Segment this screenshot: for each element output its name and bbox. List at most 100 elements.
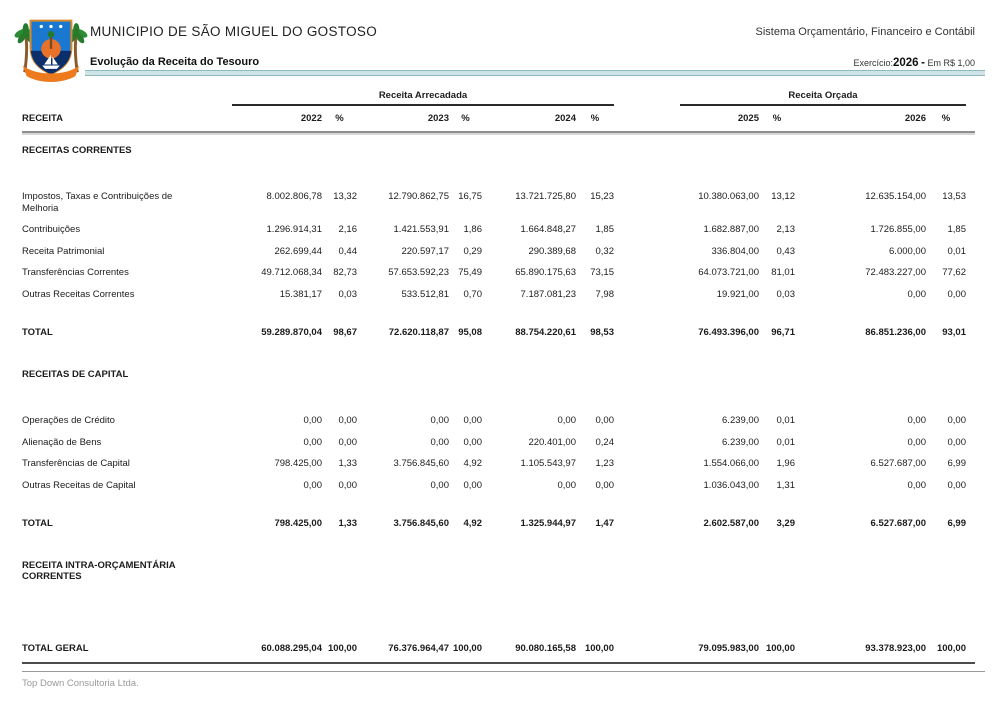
column-gap	[966, 284, 975, 294]
column-header-2025: 2025	[737, 113, 759, 124]
cell-value: 2,13	[776, 224, 796, 235]
cell-value: 0,01	[776, 415, 796, 426]
exercise-info: Exercício:2026 - Em R$ 1,00	[853, 57, 975, 69]
cell-value: 77,62	[942, 267, 966, 278]
column-gap	[966, 432, 975, 442]
cell-value: 1.105.543,97	[520, 458, 576, 469]
cell-value: 0,00	[463, 479, 483, 491]
cell-value: 0,00	[595, 415, 615, 426]
cell-value: 73,15	[590, 267, 614, 278]
table-row: Receita Patrimonial 262.699,44 0,44 220.597…	[22, 241, 975, 263]
cell-value: 12.790.862,75	[388, 191, 449, 202]
cell-value: 7.187.081,23	[520, 288, 576, 300]
cell-value: 76.376.964,47	[388, 642, 449, 654]
system-name: Sistema Orçamentário, Financeiro e Contá…	[755, 26, 975, 38]
cell-value: 100,00	[765, 642, 795, 654]
cell-value: 72.620.118,87	[388, 327, 449, 338]
cell-value: 1.554.066,00	[703, 458, 759, 469]
cell-value: 0,44	[338, 245, 358, 257]
cell-value: 95,08	[458, 327, 482, 338]
cell-value: 3,29	[776, 518, 796, 529]
cell-value: 96,71	[771, 327, 795, 338]
cell-value: 0,70	[463, 288, 483, 300]
total-label: TOTAL	[22, 518, 53, 529]
column-header-2026: 2026	[904, 113, 926, 124]
cell-value: 10.380.063,00	[698, 191, 759, 202]
cell-value: 13,12	[771, 191, 795, 202]
row-label: Receita Patrimonial	[22, 245, 105, 257]
cell-value: 1,33	[338, 518, 358, 529]
group-header-arrecadada: Receita Arrecadada	[232, 90, 614, 106]
section-gap	[22, 535, 975, 548]
header-divider	[85, 70, 985, 76]
column-gap	[614, 106, 680, 119]
cell-value: 1.682.887,00	[703, 224, 759, 235]
column-group-header-row: Receita Arrecadada Receita Orçada	[22, 90, 975, 106]
column-gap	[614, 322, 680, 332]
cell-value: 6.239,00	[722, 436, 759, 448]
table-body: RECEITAS CORRENTES Impostos, Taxas e Cont…	[22, 142, 975, 664]
cell-value: 262.699,44	[274, 245, 322, 257]
column-gap	[966, 322, 975, 332]
cell-value: 13,32	[333, 191, 357, 202]
cell-value: 4,92	[463, 458, 483, 469]
column-gap	[966, 638, 975, 648]
column-gap	[614, 219, 680, 229]
cell-value: 1.726.855,00	[870, 224, 926, 235]
row-label: Alienação de Bens	[22, 436, 102, 448]
column-header-2022: 2022	[300, 113, 322, 124]
cell-value: 15,23	[590, 191, 614, 202]
cell-value: 1,33	[338, 458, 358, 469]
row-label: Operações de Crédito	[22, 415, 115, 426]
cell-value: 6,99	[947, 518, 967, 529]
cell-value: 336.804,00	[711, 245, 759, 257]
cell-value: 75,49	[458, 267, 482, 278]
table-row: Transferências de Capital 798.425,00 1,33 3…	[22, 453, 975, 475]
cell-value: 64.073.721,00	[698, 267, 759, 278]
table-row: Alienação de Bens 0,00 0,00 0,00 0,00 220.401…	[22, 432, 975, 454]
cell-value: 1,31	[776, 479, 796, 491]
column-gap	[614, 638, 680, 648]
cell-value: 0,00	[947, 479, 967, 491]
cell-value: 57.653.592,23	[388, 267, 449, 278]
column-gap	[614, 241, 680, 251]
cell-value: 0,00	[430, 436, 450, 448]
total-label: TOTAL	[22, 327, 53, 338]
row-label: Impostos, Taxas e Contribuições de Melho…	[22, 191, 173, 214]
cell-value: 90.080.165,58	[515, 642, 576, 654]
cell-value: 2.602.587,00	[703, 518, 759, 529]
cell-value: 79.095.983,00	[698, 642, 759, 654]
row-label: Outras Receitas Correntes	[22, 288, 135, 300]
column-gap	[966, 475, 975, 485]
group-header-orcada: Receita Orçada	[680, 90, 966, 106]
grand-total-label: TOTAL GERAL	[22, 642, 89, 654]
column-gap	[966, 241, 975, 251]
cell-value: 100,00	[327, 642, 357, 654]
column-gap	[614, 262, 680, 272]
cell-value: 0,00	[595, 479, 615, 491]
column-gap	[966, 106, 975, 119]
cell-value: 0,00	[338, 415, 358, 426]
column-gap	[966, 513, 975, 523]
cell-value: 13,53	[942, 191, 966, 202]
cell-value: 0,00	[907, 436, 927, 448]
cell-value: 0,43	[776, 245, 796, 257]
cell-value: 0,00	[430, 415, 450, 426]
table-row: Outras Receitas Correntes 15.381,17 0,03 53…	[22, 284, 975, 306]
section-gap	[22, 344, 975, 357]
cell-value: 76.493.396,00	[698, 327, 759, 338]
cell-value: 1.036.043,00	[703, 479, 759, 491]
row-label: Transferências Correntes	[22, 267, 129, 278]
cell-value: 72.483.227,00	[865, 267, 926, 278]
cell-value: 6.527.687,00	[870, 458, 926, 469]
column-header-2023: 2023	[427, 113, 449, 124]
cell-value: 100,00	[452, 642, 482, 654]
table-row: Impostos, Taxas e Contribuições de Melho…	[22, 186, 975, 219]
column-header-pct: %	[335, 113, 344, 124]
cell-value: 0,01	[776, 436, 796, 448]
column-gap	[614, 410, 680, 420]
column-gap	[966, 410, 975, 420]
row-label: Contribuições	[22, 224, 81, 235]
column-header-pct: %	[590, 113, 600, 124]
cell-value: 0,00	[557, 415, 577, 426]
